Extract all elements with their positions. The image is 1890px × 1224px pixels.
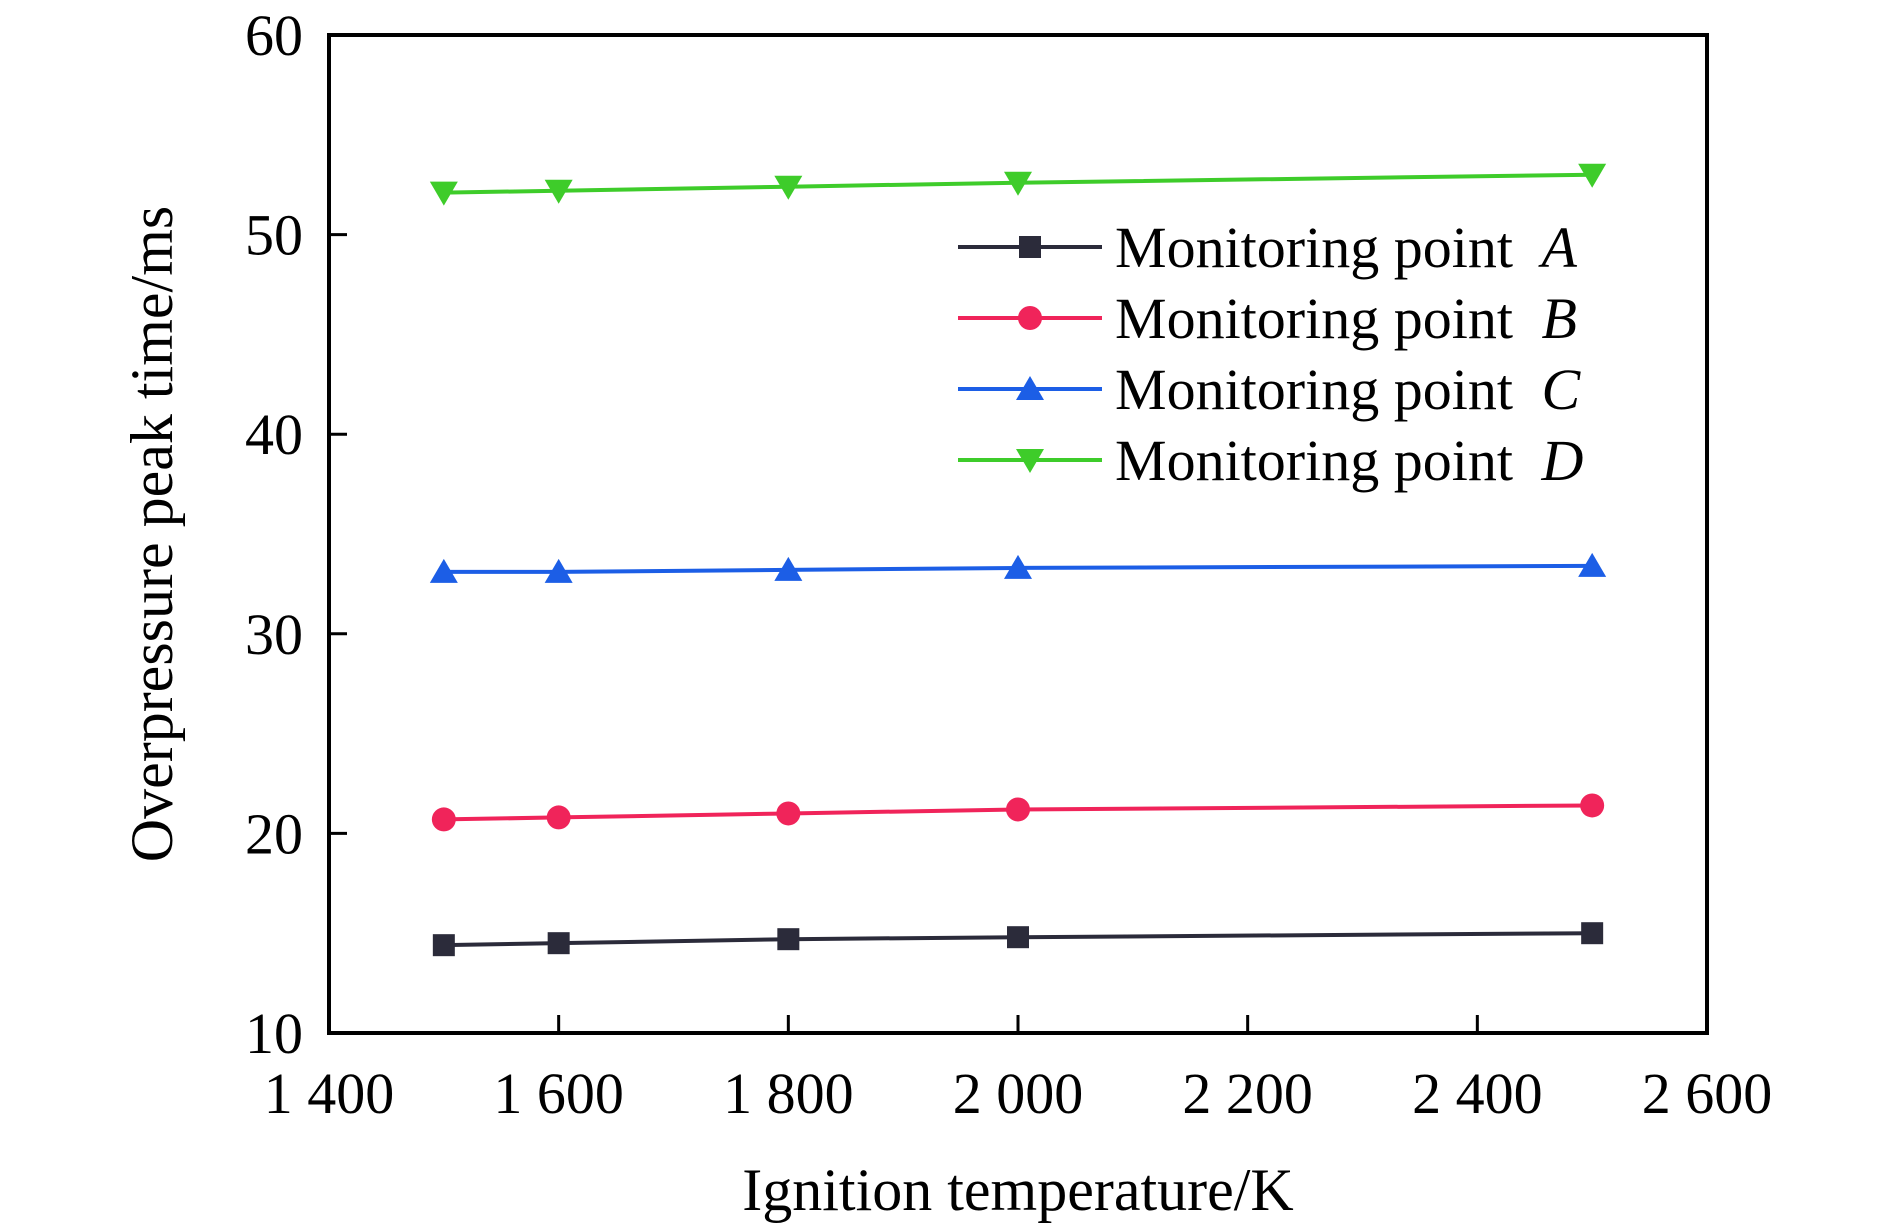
data-point [774, 556, 803, 581]
data-point [1004, 554, 1032, 579]
legend-label-letter: B [1541, 286, 1576, 351]
legend-label: Monitoring point B [1115, 286, 1577, 351]
data-point [429, 558, 458, 583]
y-axis-ticks: 10 20 30 40 50 60 [245, 3, 347, 1066]
legend-label-text: Monitoring point [1115, 357, 1527, 422]
data-point [546, 805, 571, 830]
data-point [777, 928, 800, 951]
y-tick-label: 30 [245, 602, 303, 667]
x-tick-label: 2 000 [953, 1061, 1084, 1126]
legend-label-letter: D [1540, 428, 1583, 493]
data-point [431, 807, 456, 832]
legend-label-text: Monitoring point [1115, 428, 1527, 493]
legend-item-a: Monitoring point A [958, 215, 1577, 280]
data-point [1578, 552, 1607, 577]
x-tick-label: 1 600 [493, 1061, 624, 1126]
x-tick-label: 1 400 [264, 1061, 395, 1126]
y-tick-label: 20 [245, 801, 303, 866]
x-tick-label: 2 200 [1182, 1061, 1313, 1126]
data-point [544, 179, 573, 204]
data-point [1004, 171, 1032, 196]
legend-label-letter: C [1541, 357, 1581, 422]
legend-label: Monitoring point C [1115, 357, 1581, 422]
legend-label-letter: A [1537, 215, 1577, 280]
series-a [432, 922, 1604, 957]
legend-label: Monitoring point D [1115, 428, 1583, 493]
y-tick-label: 50 [245, 203, 303, 268]
y-tick-label: 10 [245, 1001, 303, 1066]
x-axis-ticks: 1 400 1 600 1 800 2 000 2 200 2 400 2 600 [264, 1015, 1773, 1126]
data-point [547, 932, 570, 955]
legend-label-text: Monitoring point [1115, 286, 1527, 351]
data-point [1578, 163, 1607, 188]
legend-label: Monitoring point A [1115, 215, 1577, 280]
data-point [544, 558, 573, 583]
legend-item-d: Monitoring point D [958, 428, 1583, 493]
data-point [429, 181, 458, 206]
data-point [776, 801, 801, 826]
legend-item-b: Monitoring point B [958, 286, 1577, 351]
x-tick-label: 1 800 [723, 1061, 854, 1126]
series-d [429, 163, 1607, 206]
x-axis-title: Ignition temperature/K [742, 1157, 1293, 1223]
legend-swatch-marker [1016, 376, 1044, 400]
data-point [1006, 797, 1030, 822]
legend-item-c: Monitoring point C [958, 357, 1581, 422]
data-point [1581, 922, 1604, 945]
data-point [774, 175, 803, 200]
y-tick-label: 60 [245, 3, 303, 68]
legend-label-text: Monitoring point [1115, 215, 1527, 280]
y-axis-title: Overpressure peak time/ms [119, 206, 185, 862]
legend-swatch-marker [1016, 449, 1044, 473]
data-point [1007, 926, 1029, 949]
y-tick-label: 40 [245, 402, 303, 467]
x-tick-label: 2 600 [1642, 1061, 1773, 1126]
legend-swatch-marker [1019, 236, 1041, 258]
x-tick-label: 2 400 [1412, 1061, 1543, 1126]
series-c [429, 552, 1607, 583]
series-layer [429, 163, 1607, 957]
series-b [431, 793, 1605, 832]
legend-swatch-marker [1018, 306, 1042, 330]
data-point [1580, 793, 1605, 818]
data-point [432, 934, 455, 957]
